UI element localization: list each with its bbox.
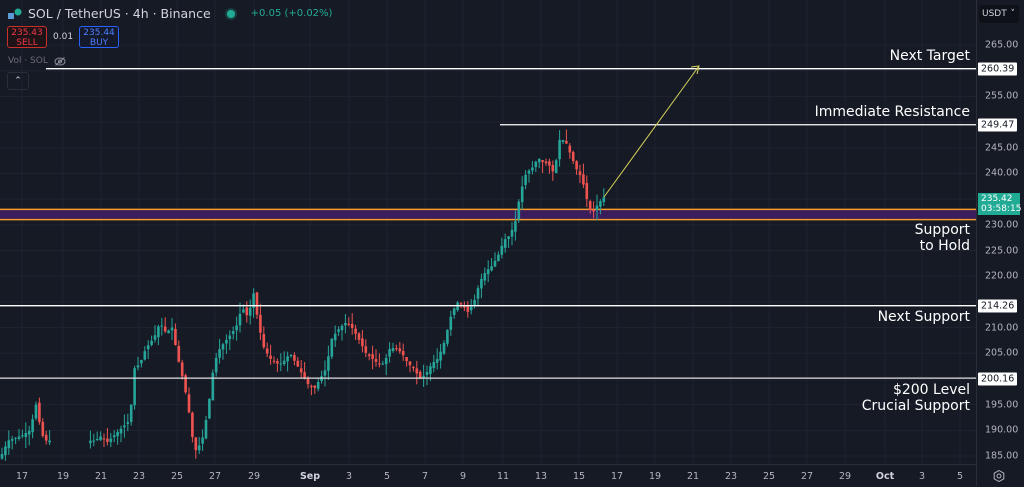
next-support-label: Next Support bbox=[877, 309, 970, 325]
time-tick: 3 bbox=[345, 471, 353, 482]
time-tick: 23 bbox=[132, 471, 146, 482]
time-tick: 7 bbox=[421, 471, 429, 482]
collapse-legend-button[interactable]: ⌃ bbox=[7, 72, 29, 90]
time-tick: 5 bbox=[383, 471, 391, 482]
time-tick: 29 bbox=[838, 471, 852, 482]
level-200-line1: $200 Level bbox=[892, 382, 970, 398]
current-price-tag: 235.42 03:58:15 bbox=[978, 193, 1022, 215]
time-tick: 27 bbox=[800, 471, 814, 482]
market-status-icon bbox=[226, 9, 235, 18]
buy-button[interactable]: 235.44 BUY bbox=[79, 26, 120, 48]
buy-price: 235.44 bbox=[83, 28, 115, 38]
currency-select[interactable]: USDT ˅ bbox=[979, 5, 1019, 23]
time-tick: 11 bbox=[496, 471, 510, 482]
price-tick: 265.00 bbox=[985, 39, 1019, 51]
next-target-price-tag: 260.39 bbox=[978, 62, 1018, 76]
next-support-price-tag: 214.26 bbox=[978, 299, 1018, 313]
currency-label: USDT bbox=[982, 9, 1007, 19]
time-axis[interactable] bbox=[0, 464, 976, 487]
price-tick: 230.00 bbox=[985, 219, 1019, 231]
spread-value: 0.01 bbox=[53, 32, 74, 42]
price-tick: 225.00 bbox=[985, 245, 1019, 256]
level-200-line2: Crucial Support bbox=[861, 398, 970, 414]
support-zone bbox=[0, 208, 976, 221]
time-tick: 29 bbox=[247, 471, 261, 482]
time-tick: Oct bbox=[875, 471, 895, 482]
time-tick: 21 bbox=[94, 471, 108, 482]
support-to-hold-label: Support to Hold bbox=[915, 222, 970, 254]
bar-countdown: 03:58:15 bbox=[981, 204, 1022, 214]
chart-grid bbox=[0, 0, 976, 464]
immediate-resistance-label: Immediate Resistance bbox=[814, 104, 970, 120]
support-to-hold-line2: to Hold bbox=[919, 238, 970, 254]
chevron-up-icon: ⌃ bbox=[14, 76, 22, 86]
current-price: 235.42 bbox=[981, 194, 1013, 204]
trade-panel: 235.43 SELL 0.01 235.44 BUY bbox=[7, 26, 120, 48]
sell-price: 235.43 bbox=[11, 28, 43, 38]
candles bbox=[0, 129, 606, 461]
price-tick: 195.00 bbox=[985, 399, 1019, 411]
price-tick: 245.00 bbox=[985, 142, 1019, 154]
support-to-hold-line1: Support bbox=[914, 222, 970, 238]
level-lines bbox=[0, 68, 976, 379]
next-target-label: Next Target bbox=[889, 48, 970, 64]
eye-hidden-icon[interactable] bbox=[54, 56, 66, 66]
symbol-title[interactable]: SOL / TetherUS · 4h · Binance bbox=[28, 6, 211, 21]
time-tick: 21 bbox=[686, 471, 700, 482]
price-chart[interactable] bbox=[0, 0, 976, 464]
resistance-price-tag: 249.47 bbox=[978, 118, 1018, 132]
volume-label: Vol · SOL bbox=[8, 56, 48, 66]
time-tick: 23 bbox=[724, 471, 738, 482]
sell-button[interactable]: 235.43 SELL bbox=[7, 26, 47, 48]
price-tick: 255.00 bbox=[985, 90, 1019, 102]
level-200-price-tag: 200.16 bbox=[978, 372, 1018, 386]
price-change: +0.05 (+0.02%) bbox=[250, 8, 333, 19]
symbol-icon bbox=[8, 8, 22, 20]
time-tick: 17 bbox=[610, 471, 624, 482]
sell-label: SELL bbox=[16, 38, 38, 48]
time-tick: 17 bbox=[15, 471, 29, 482]
chevron-down-icon: ˅ bbox=[1010, 9, 1016, 19]
time-tick: 5 bbox=[956, 471, 964, 482]
price-tick: 210.00 bbox=[985, 322, 1019, 334]
time-tick: 27 bbox=[208, 471, 222, 482]
time-tick: 9 bbox=[459, 471, 467, 482]
price-tick: 240.00 bbox=[985, 167, 1019, 179]
time-tick: 19 bbox=[648, 471, 662, 482]
time-tick: Sep bbox=[299, 471, 321, 482]
price-tick: 220.00 bbox=[985, 270, 1019, 282]
time-tick: 25 bbox=[762, 471, 776, 482]
price-tick: 190.00 bbox=[985, 424, 1019, 436]
chart-header: SOL / TetherUS · 4h · Binance +0.05 (+0.… bbox=[8, 6, 332, 21]
time-tick: 3 bbox=[918, 471, 926, 482]
volume-indicator[interactable]: Vol · SOL bbox=[8, 56, 66, 66]
level-200-label: $200 Level Crucial Support bbox=[862, 382, 970, 414]
settings-gear-icon[interactable] bbox=[993, 470, 1005, 482]
time-tick: 15 bbox=[572, 471, 586, 482]
buy-label: BUY bbox=[89, 38, 109, 48]
time-tick: 25 bbox=[170, 471, 184, 482]
price-axis[interactable] bbox=[976, 0, 1024, 486]
time-tick: 13 bbox=[534, 471, 548, 482]
projection-arrow bbox=[603, 65, 700, 198]
price-tick: 185.00 bbox=[985, 450, 1019, 462]
time-tick: 19 bbox=[56, 471, 70, 482]
price-tick: 205.00 bbox=[985, 347, 1019, 359]
